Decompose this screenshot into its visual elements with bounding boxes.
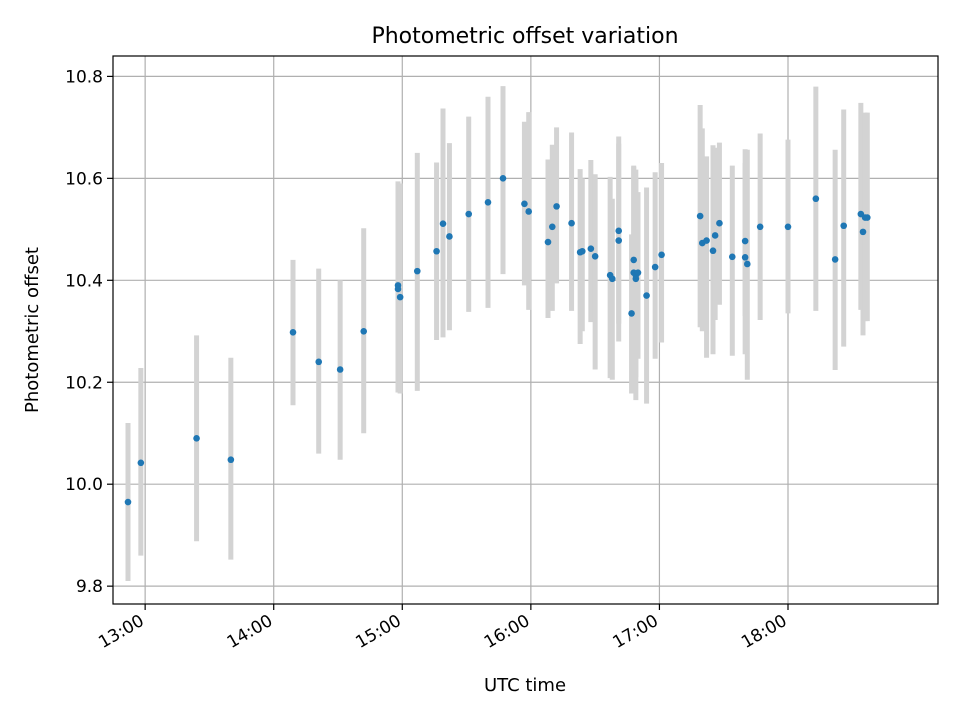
x-axis-label: UTC time [484, 675, 566, 696]
data-point [360, 327, 368, 335]
x-axis-ticks: 13:00 14:00 15:00 16:00 17:00 18:00 [95, 604, 791, 653]
data-point [831, 256, 839, 263]
data-point [193, 435, 200, 442]
data-point [741, 237, 749, 245]
x-tick-label: 13:00 [95, 611, 147, 653]
data-point [413, 267, 421, 275]
data-point [591, 253, 599, 260]
data-point [711, 232, 719, 239]
data-point [315, 358, 323, 366]
data-point [728, 253, 736, 261]
data-point [630, 256, 638, 264]
data-point [703, 237, 710, 244]
data-point [553, 203, 560, 210]
data-point [741, 254, 749, 261]
data-point [615, 237, 623, 244]
data-point [124, 498, 132, 506]
data-point [628, 310, 635, 317]
x-tick-label: 14:00 [224, 611, 276, 653]
data-point [439, 220, 447, 228]
data-point [784, 223, 792, 231]
x-tick-label: 17:00 [609, 611, 661, 653]
y-tick-label: 10.2 [65, 373, 103, 393]
data-point [137, 459, 145, 467]
data-point [548, 223, 556, 231]
data-point [651, 263, 659, 271]
data-points [124, 175, 871, 506]
y-tick-label: 9.8 [76, 577, 103, 597]
data-point [709, 247, 717, 255]
data-point [840, 222, 848, 230]
data-point [394, 285, 402, 293]
y-tick-label: 10.0 [65, 475, 103, 495]
data-point [812, 195, 820, 203]
data-point [289, 328, 297, 336]
data-point [615, 227, 623, 235]
data-point [544, 238, 552, 246]
data-point [568, 219, 575, 227]
data-point [433, 247, 440, 255]
x-tick-label: 18:00 [738, 611, 790, 653]
data-point [696, 212, 704, 220]
data-point [608, 275, 616, 283]
data-point [863, 214, 871, 221]
y-axis-ticks: 9.8 10.0 10.2 10.4 10.6 10.8 [65, 67, 113, 597]
y-tick-label: 10.6 [65, 169, 103, 189]
data-point [499, 175, 507, 182]
data-point [716, 219, 723, 227]
x-tick-label: 15:00 [352, 611, 404, 653]
data-point [446, 233, 453, 240]
chart-title: Photometric offset variation [371, 24, 678, 49]
data-point [756, 223, 764, 231]
data-point [634, 269, 642, 276]
data-point [643, 292, 650, 299]
y-tick-label: 10.8 [65, 67, 103, 87]
data-point [227, 456, 235, 464]
data-point [743, 260, 751, 268]
data-point [525, 208, 533, 215]
data-point [521, 200, 528, 208]
y-tick-label: 10.4 [65, 271, 103, 291]
data-point [336, 366, 344, 373]
data-point [859, 228, 867, 236]
x-tick-label: 16:00 [481, 611, 533, 653]
data-point [465, 210, 473, 218]
data-point [484, 199, 492, 206]
y-axis-label: Photometric offset [22, 247, 43, 413]
data-point [396, 293, 404, 301]
plot-frame [112, 55, 939, 605]
error-bars [125, 86, 870, 582]
data-point [658, 251, 665, 259]
data-point [587, 245, 595, 252]
data-point [578, 247, 586, 255]
